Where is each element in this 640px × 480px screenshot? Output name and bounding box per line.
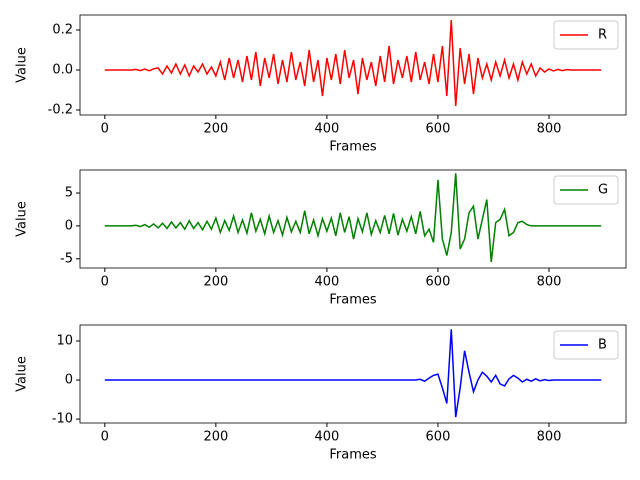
x-tick-label: 400 — [314, 430, 339, 445]
axes-frame — [79, 14, 627, 116]
x-tick-label: 800 — [537, 275, 562, 290]
y-axis-label: Value — [15, 201, 30, 237]
x-axis-label: Frames — [329, 448, 377, 463]
axes-frame — [79, 169, 627, 269]
y-tick-label: -10 — [52, 412, 73, 427]
x-tick-label: 800 — [537, 122, 562, 137]
legend-label: R — [598, 28, 607, 43]
y-tick-label: 0.2 — [52, 23, 73, 38]
y-tick-label: -0.2 — [48, 103, 73, 118]
y-tick-label: 5 — [65, 186, 73, 201]
x-axis-label: Frames — [329, 140, 377, 155]
y-axis-label: Value — [15, 356, 30, 392]
x-tick-label: 0 — [101, 430, 109, 445]
x-tick-label: 200 — [203, 122, 228, 137]
x-tick-label: 600 — [426, 275, 451, 290]
legend-label: B — [598, 338, 607, 353]
y-tick-label: -5 — [60, 251, 73, 266]
x-tick-label: 400 — [314, 122, 339, 137]
x-tick-label: 400 — [314, 275, 339, 290]
x-tick-label: 800 — [537, 430, 562, 445]
x-tick-label: 0 — [101, 275, 109, 290]
x-tick-label: 0 — [101, 122, 109, 137]
data-line — [104, 329, 602, 418]
x-tick-label: 200 — [203, 275, 228, 290]
data-line — [104, 19, 602, 107]
y-tick-label: 0 — [65, 373, 73, 388]
x-axis-label: Frames — [329, 293, 377, 308]
data-line — [104, 173, 602, 263]
y-tick-label: 10 — [56, 334, 73, 349]
legend-label: G — [598, 183, 608, 198]
y-tick-label: 0 — [65, 218, 73, 233]
x-tick-label: 600 — [426, 430, 451, 445]
x-tick-label: 200 — [203, 430, 228, 445]
x-tick-label: 600 — [426, 122, 451, 137]
axes-frame — [79, 324, 627, 424]
y-axis-label: Value — [15, 47, 30, 83]
y-tick-label: 0.0 — [52, 63, 73, 78]
